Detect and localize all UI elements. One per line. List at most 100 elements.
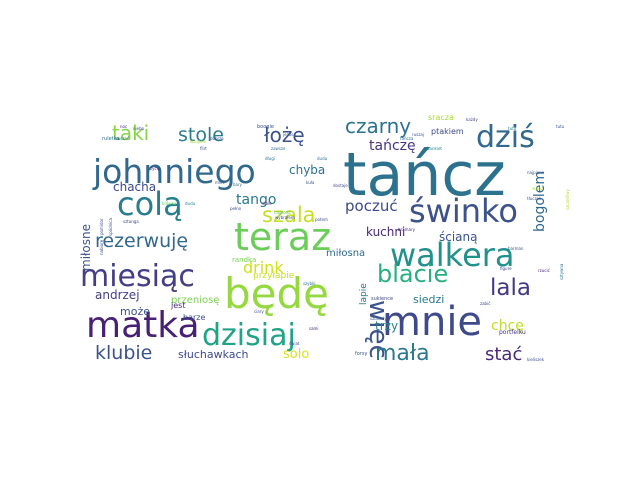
word-więc-12: więc [363,300,393,359]
word-stole-58: stole [262,201,272,206]
word-tango-28: tango [236,192,276,208]
word-lapie-44: lapie [359,283,369,305]
word-boogie-54: boogie [257,124,274,130]
word-bary-64: bary [233,182,243,187]
word-może-40: może [120,305,150,318]
word-miesiąc-9: miesiąc [80,259,195,294]
word-świat-102: świat [289,341,300,346]
word-taki-17: taki [112,121,149,145]
word-randka-45: randka [232,256,256,264]
word-tutu-98: tutu [556,124,565,129]
word-solo-30: solo [283,347,309,362]
word-miłosna-43: miłosna [326,248,365,259]
word-jest-48: jest [170,301,185,310]
word-każdy-72: każdy [466,117,478,122]
word-sztywna-95: sztywna [559,263,564,280]
word-spódnica-89: spódnica [108,218,113,236]
word-rezerwuję-21: rezerwuję [95,230,188,252]
word-teraz-5: teraz [234,215,331,259]
word-ptakiem-46: ptakiem [431,127,464,136]
word-ruszać-79: ruszać [116,136,129,141]
word-krówka-56: krówka [162,201,177,206]
word-chcę-29: chcę [491,318,524,334]
word-będę-4: będę [224,269,329,318]
word-trzy-37: trzy [375,319,398,333]
word-wziąłem-87: wziąłem [190,139,207,144]
word-poczuć-25: poczuć [345,197,398,215]
word-chyba-32: chyba [289,163,325,177]
word-mnie-2: mnie [382,299,482,345]
word-sracza-47: sracza [428,113,454,122]
word-portfelku-50: portfelku [499,329,526,336]
word-szala-16: szala [262,203,316,227]
word-matka-3: matka [86,305,200,346]
word-nagroda-61: nagroda [274,210,291,215]
word-tańcza-90: tańcza [400,136,414,141]
word-flirt-81: flirt [200,146,207,151]
word-bramary-91: bramary [398,227,416,232]
word-pomidor-78: pomidor [99,218,104,235]
word-siedzi-38: siedzi [413,293,444,306]
word-ścianą-36: ścianą [439,230,478,244]
word-bogolem-26: bogolem [532,171,548,232]
word-johnniego-1: johnniego [92,152,256,191]
word-kuła-59: kuła [306,180,315,185]
word-dzisiaj-11: dzisiaj [202,318,296,353]
word-chacha-33: chacha [113,180,156,194]
word-lala-14: lala [490,275,531,301]
word-szczęśliwy-96: szczęśliwy [565,188,570,210]
word-dostaje-60: dostaje [333,183,348,188]
word-przeniosę-41: przeniosę [171,295,219,306]
word-życie-67: życie [150,166,161,171]
word-zabić-77: zabić [480,301,490,306]
word-najpierw-70: najpierw [527,170,545,175]
word-dudu-80: dudu [185,201,196,206]
word-sami-82: sami [309,326,319,331]
word-ruszaj-92: ruszaj [412,132,424,137]
word-stać-23: stać [485,344,522,365]
word-miec-65: miec [215,180,225,185]
word-szybki-101: szybki [303,281,316,286]
word-forsy-51: forsy [355,351,367,357]
word-bankiet-69: bankiet [427,146,442,151]
word-wziąć-71: wziąć [532,186,543,191]
word-tańczę-27: tańczę [369,138,416,154]
word-walkera-6: walkera [390,236,515,274]
word-słuchawkach-39: słuchawkach [178,348,249,361]
word-noc-99: noc [120,124,127,129]
word-niebo-100: niebo [133,126,145,131]
word-jezus-57: jezus [282,132,293,137]
word-tłuczek-73: tłuczek [527,196,542,201]
word-dobrze-86: dobrze [210,136,224,141]
word-colą-8: colą [117,185,183,223]
word-nabiorę-97: nabiorę [99,239,104,255]
word-dziś-10: dziś [476,120,535,155]
word-figure-93: figure [500,266,512,271]
word-barman-94: barman [508,246,524,251]
word-czarny-19: czarny [345,114,411,138]
word-zawsze-68: zawsze [271,146,286,151]
word-łożę-18: łożę [264,123,305,147]
word-tutu-55: tutu [508,126,517,131]
word-sztanga-88: sztanga [123,219,139,224]
word-rzucić-75: rzucić [538,268,550,273]
word-blacie-13: blacie [377,260,448,288]
word-tańcz-0: tańcz [343,140,506,210]
word-barze-49: barze [183,313,205,322]
word-stole-20: stole [178,124,224,146]
word-ciary-84: ciary [254,309,264,314]
word-wybrałem-63: wybrałem [275,215,295,220]
word-długi-85: długi [265,156,275,161]
word-ruletka-53: ruletka [102,136,120,142]
word-sukience-52: sukience [371,296,393,302]
word-miłosne-31: miłosne [79,224,93,271]
word-przyłapie-42: przyłapie [253,271,295,281]
word-andrzej-34: andrzej [95,288,140,302]
word-szuflady-83: szuflady [370,316,387,321]
word-pełno-66: pełno [230,206,242,211]
word-klubie-22: klubie [95,342,152,364]
word-drink-24: drink [243,258,284,277]
word-dudu-74: dudu [317,156,328,161]
word-potem-62: potem [315,217,328,222]
